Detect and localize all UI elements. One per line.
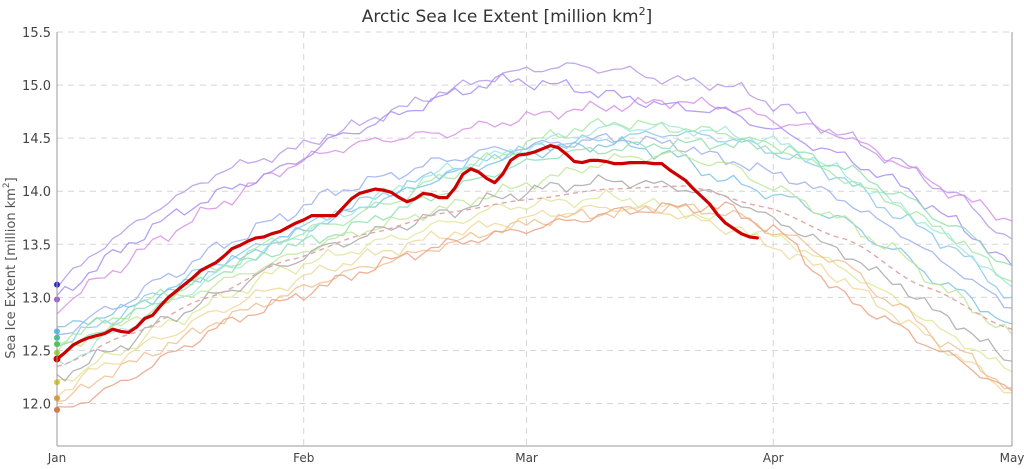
year-series-line bbox=[56, 72, 1013, 297]
series-layer bbox=[53, 62, 1013, 408]
y-tick-label: 14.0 bbox=[22, 185, 51, 200]
chart-title-superscript: 2 bbox=[639, 5, 646, 18]
chart-title: Arctic Sea Ice Extent [million km2] bbox=[362, 5, 653, 27]
year-series-line bbox=[56, 174, 1013, 382]
year-series-line bbox=[56, 121, 1013, 366]
year-series-line bbox=[56, 117, 1013, 344]
x-tick-label: Apr bbox=[763, 451, 784, 465]
average-reference-line bbox=[56, 185, 1013, 368]
y-axis-label-superscript: 2 bbox=[2, 182, 12, 188]
x-tick-label: Jan bbox=[47, 451, 67, 465]
year-series-line bbox=[56, 203, 1013, 403]
year-series-line bbox=[56, 62, 1013, 289]
axis-layer: 12.0 12.5 13.0 13.5 14.0 14.5 15.0 15.5 Jan Feb Ma… bbox=[22, 26, 1024, 465]
year-series-line bbox=[56, 137, 1013, 360]
year-series-line bbox=[56, 188, 1013, 382]
year-series-line bbox=[56, 132, 1013, 336]
year-series-line bbox=[56, 149, 1013, 353]
y-tick-label: 15.0 bbox=[22, 79, 51, 94]
y-axis-label: Sea Ice Extent [million km2] bbox=[2, 177, 19, 358]
y-axis-label-main: Sea Ice Extent [million km bbox=[4, 188, 19, 359]
y-tick-label: 12.0 bbox=[22, 398, 51, 413]
x-tick-label: May bbox=[1000, 451, 1024, 465]
year-series-line bbox=[56, 135, 1013, 328]
y-axis-label-suffix: ] bbox=[4, 177, 19, 182]
y-tick-label: 15.5 bbox=[22, 26, 51, 41]
y-tick-label: 14.5 bbox=[22, 132, 51, 147]
x-tick-label: Mar bbox=[515, 451, 538, 465]
grid-layer bbox=[57, 31, 1012, 446]
chart-title-main: Arctic Sea Ice Extent [million km bbox=[362, 7, 639, 27]
chart-title-suffix: ] bbox=[646, 7, 653, 27]
year-series-line bbox=[56, 201, 1013, 408]
current-year-line bbox=[55, 144, 759, 361]
year-series-line bbox=[56, 204, 1013, 398]
x-tick-label: Feb bbox=[293, 451, 314, 465]
y-tick-label: 13.0 bbox=[22, 291, 51, 306]
y-tick-label: 13.5 bbox=[22, 238, 51, 253]
year-series-line bbox=[56, 96, 1013, 315]
y-tick-label: 12.5 bbox=[22, 344, 51, 359]
